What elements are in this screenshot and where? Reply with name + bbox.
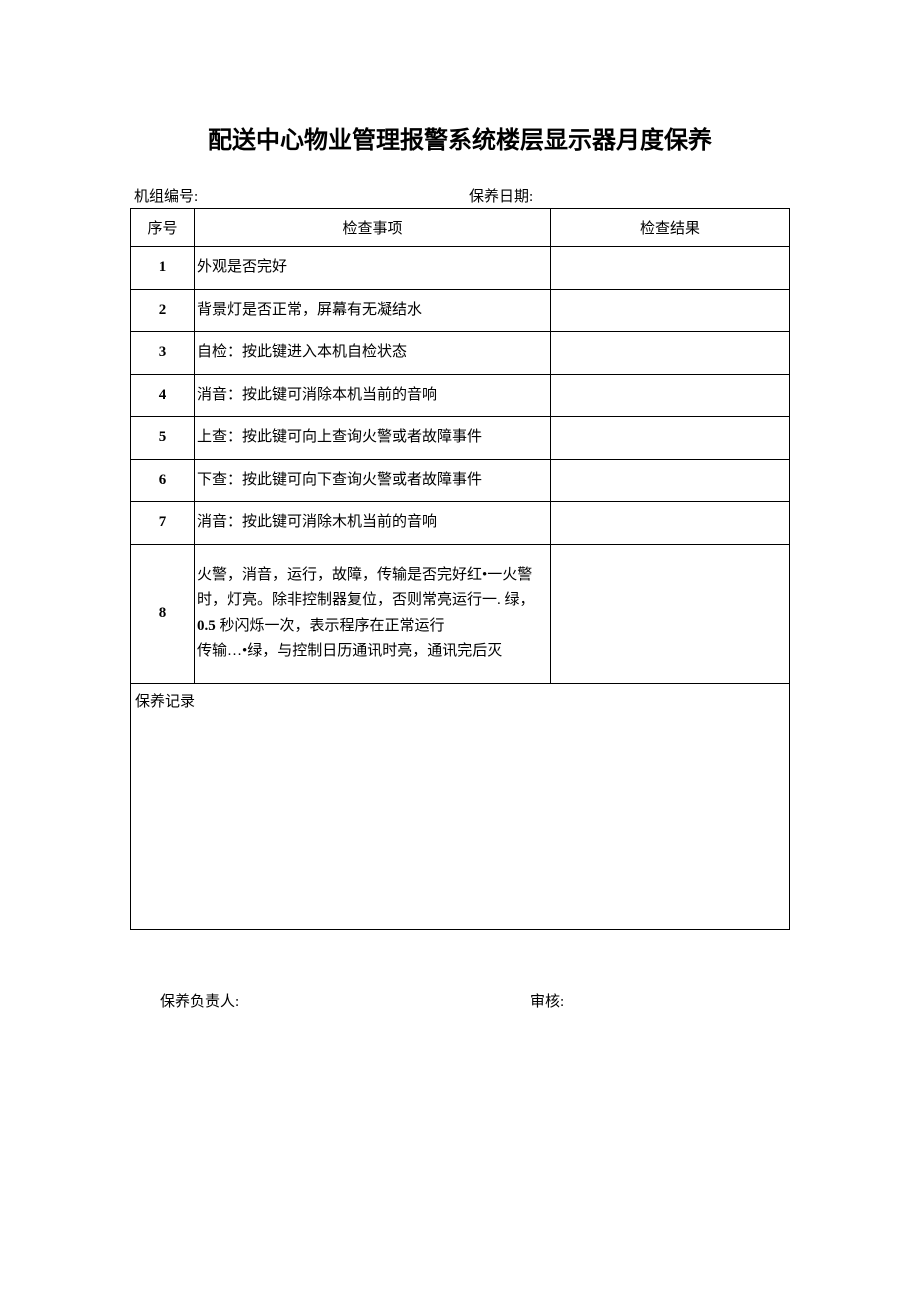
auditor-label: 审核:	[530, 990, 790, 1011]
cell-seq: 8	[131, 544, 195, 683]
meta-row: 机组编号: 保养日期:	[130, 185, 790, 206]
cell-item: 上查：按此键可向上查询火警或者故障事件	[195, 417, 551, 460]
cell-result	[551, 374, 790, 417]
table-row: 3自检：按此键进入本机自检状态	[131, 332, 790, 375]
header-seq: 序号	[131, 209, 195, 247]
cell-item: 背景灯是否正常，屏幕有无凝结水	[195, 289, 551, 332]
cell-item: 消音：按此键可消除本机当前的音响	[195, 374, 551, 417]
cell-result	[551, 247, 790, 290]
record-cell: 保养记录	[131, 683, 790, 929]
responsible-label: 保养负责人:	[160, 990, 530, 1011]
cell-item: 自检：按此键进入本机自检状态	[195, 332, 551, 375]
cell-seq: 6	[131, 459, 195, 502]
table-row: 6下查：按此键可向下查询火警或者故障事件	[131, 459, 790, 502]
cell-result	[551, 544, 790, 683]
cell-result	[551, 459, 790, 502]
cell-seq: 5	[131, 417, 195, 460]
cell-item: 火警，消音，运行，故障，传输是否完好红•一火警时，灯亮。除非控制器复位，否则常亮…	[195, 544, 551, 683]
maintenance-table: 序号 检查事项 检查结果 1外观是否完好2背景灯是否正常，屏幕有无凝结水3自检：…	[130, 208, 790, 930]
table-row: 5上查：按此键可向上查询火警或者故障事件	[131, 417, 790, 460]
cell-seq: 7	[131, 502, 195, 545]
cell-seq: 1	[131, 247, 195, 290]
cell-seq: 4	[131, 374, 195, 417]
page-title: 配送中心物业管理报警系统楼层显示器月度保养	[130, 120, 790, 155]
table-header-row: 序号 检查事项 检查结果	[131, 209, 790, 247]
table-row: 1外观是否完好	[131, 247, 790, 290]
cell-item: 下查：按此键可向下查询火警或者故障事件	[195, 459, 551, 502]
unit-number-label: 机组编号:	[134, 185, 469, 206]
cell-seq: 2	[131, 289, 195, 332]
maintenance-date-label: 保养日期:	[469, 185, 786, 206]
cell-result	[551, 289, 790, 332]
cell-result	[551, 332, 790, 375]
table-row: 2背景灯是否正常，屏幕有无凝结水	[131, 289, 790, 332]
footer: 保养负责人: 审核:	[130, 990, 790, 1011]
cell-item: 消音：按此键可消除木机当前的音响	[195, 502, 551, 545]
cell-seq: 3	[131, 332, 195, 375]
table-row: 4消音：按此键可消除本机当前的音响	[131, 374, 790, 417]
cell-result	[551, 502, 790, 545]
cell-result	[551, 417, 790, 460]
table-row: 8火警，消音，运行，故障，传输是否完好红•一火警时，灯亮。除非控制器复位，否则常…	[131, 544, 790, 683]
cell-item: 外观是否完好	[195, 247, 551, 290]
table-row: 7消音：按此键可消除木机当前的音响	[131, 502, 790, 545]
header-item: 检查事项	[195, 209, 551, 247]
header-result: 检查结果	[551, 209, 790, 247]
record-row: 保养记录	[131, 683, 790, 929]
